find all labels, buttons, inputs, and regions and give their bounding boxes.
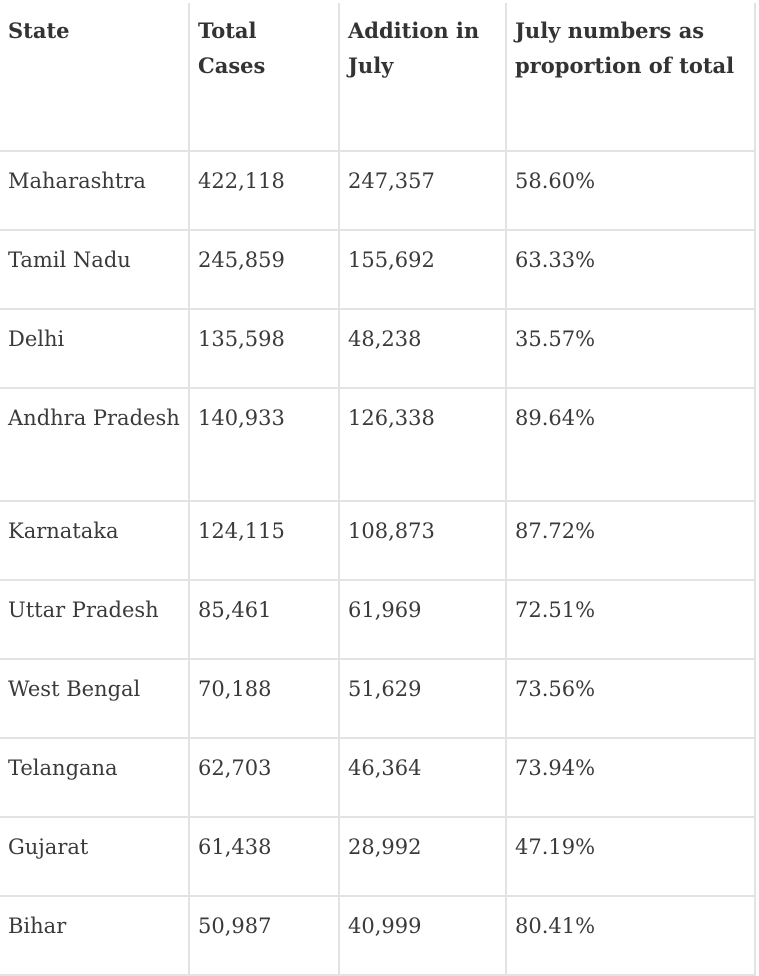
cell-july-proportion: 73.56% xyxy=(505,658,756,739)
cell-addition-in-july: 247,357 xyxy=(338,150,507,231)
cell-addition-in-july: 48,238 xyxy=(338,308,507,389)
cell-state: Telangana xyxy=(0,737,190,818)
cell-state: Bihar xyxy=(0,895,190,976)
cell-state: Karnataka xyxy=(0,500,190,581)
cell-addition-in-july: 126,338 xyxy=(338,387,507,502)
header-july-proportion: July numbers as proportion of total xyxy=(505,3,756,152)
table-row: Bihar 50,987 40,999 80.41% xyxy=(0,895,756,976)
cell-total-cases: 62,703 xyxy=(188,737,340,818)
table-row: Maharashtra 422,118 247,357 58.60% xyxy=(0,150,756,231)
cell-state: Gujarat xyxy=(0,816,190,897)
cell-total-cases: 61,438 xyxy=(188,816,340,897)
cell-total-cases: 50,987 xyxy=(188,895,340,976)
header-total-cases: Total Cases xyxy=(188,3,340,152)
cell-total-cases: 135,598 xyxy=(188,308,340,389)
cell-addition-in-july: 46,364 xyxy=(338,737,507,818)
cell-state: Tamil Nadu xyxy=(0,229,190,310)
table-row: Tamil Nadu 245,859 155,692 63.33% xyxy=(0,229,756,310)
covid-cases-table: State Total Cases Addition in July July … xyxy=(0,3,756,976)
header-addition-in-july: Addition in July xyxy=(338,3,507,152)
table-row: Uttar Pradesh 85,461 61,969 72.51% xyxy=(0,579,756,660)
cell-july-proportion: 89.64% xyxy=(505,387,756,502)
table-row: Andhra Pradesh 140,933 126,338 89.64% xyxy=(0,387,756,502)
cell-july-proportion: 63.33% xyxy=(505,229,756,310)
cell-july-proportion: 72.51% xyxy=(505,579,756,660)
cell-addition-in-july: 40,999 xyxy=(338,895,507,976)
cell-state: Maharashtra xyxy=(0,150,190,231)
cell-state: West Bengal xyxy=(0,658,190,739)
cell-total-cases: 85,461 xyxy=(188,579,340,660)
cell-july-proportion: 73.94% xyxy=(505,737,756,818)
table-row: Delhi 135,598 48,238 35.57% xyxy=(0,308,756,389)
table-row: Telangana 62,703 46,364 73.94% xyxy=(0,737,756,818)
table-header-row: State Total Cases Addition in July July … xyxy=(0,3,756,152)
cell-total-cases: 140,933 xyxy=(188,387,340,502)
header-state: State xyxy=(0,3,190,152)
cell-addition-in-july: 61,969 xyxy=(338,579,507,660)
cell-state: Andhra Pradesh xyxy=(0,387,190,502)
cell-july-proportion: 87.72% xyxy=(505,500,756,581)
cell-july-proportion: 58.60% xyxy=(505,150,756,231)
cell-addition-in-july: 51,629 xyxy=(338,658,507,739)
cell-total-cases: 422,118 xyxy=(188,150,340,231)
cell-july-proportion: 80.41% xyxy=(505,895,756,976)
table-row: Gujarat 61,438 28,992 47.19% xyxy=(0,816,756,897)
cell-addition-in-july: 155,692 xyxy=(338,229,507,310)
table-row: West Bengal 70,188 51,629 73.56% xyxy=(0,658,756,739)
cell-state: Delhi xyxy=(0,308,190,389)
cell-total-cases: 245,859 xyxy=(188,229,340,310)
table-row: Karnataka 124,115 108,873 87.72% xyxy=(0,500,756,581)
cell-total-cases: 124,115 xyxy=(188,500,340,581)
cell-addition-in-july: 28,992 xyxy=(338,816,507,897)
cell-july-proportion: 35.57% xyxy=(505,308,756,389)
cell-total-cases: 70,188 xyxy=(188,658,340,739)
cell-state: Uttar Pradesh xyxy=(0,579,190,660)
cell-addition-in-july: 108,873 xyxy=(338,500,507,581)
cell-july-proportion: 47.19% xyxy=(505,816,756,897)
